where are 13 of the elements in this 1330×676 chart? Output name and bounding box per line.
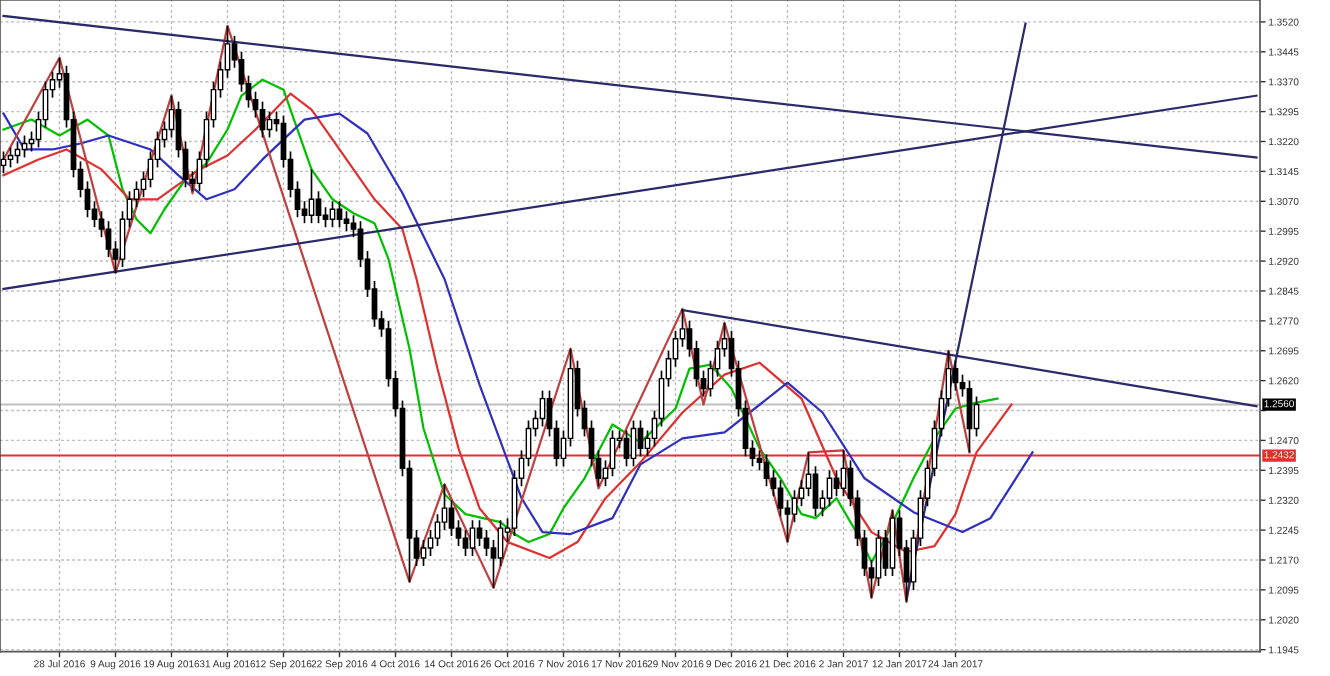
candlestick: [462, 529, 469, 557]
candlestick: [448, 499, 455, 537]
candlestick: [105, 220, 112, 258]
candlestick: [441, 483, 448, 531]
candlestick: [469, 519, 476, 557]
candlestick: [476, 519, 483, 547]
candlestick: [875, 529, 882, 587]
candlestick: [483, 529, 490, 557]
candlestick: [434, 513, 441, 547]
candlestick: [427, 529, 434, 557]
candlestick: [497, 519, 504, 567]
line-series: [2, 24, 971, 603]
candlestick: [420, 539, 427, 567]
